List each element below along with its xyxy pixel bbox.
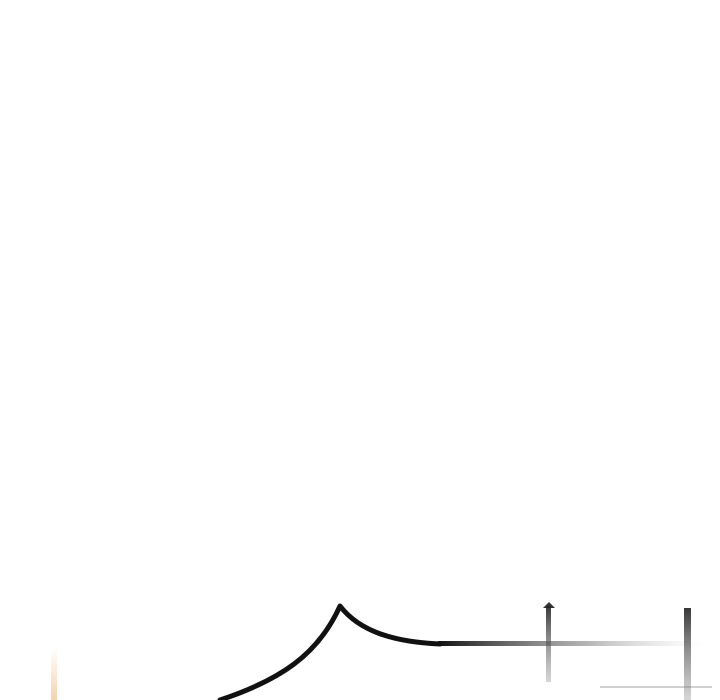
bubble-lower-line [600,686,712,688]
speech-bubble-tail-icon [217,603,443,700]
warm-glow-strip [51,648,57,700]
vertical-post-right [684,608,691,700]
bubble-edge-fade [438,641,708,646]
vertical-post-left [546,606,551,682]
